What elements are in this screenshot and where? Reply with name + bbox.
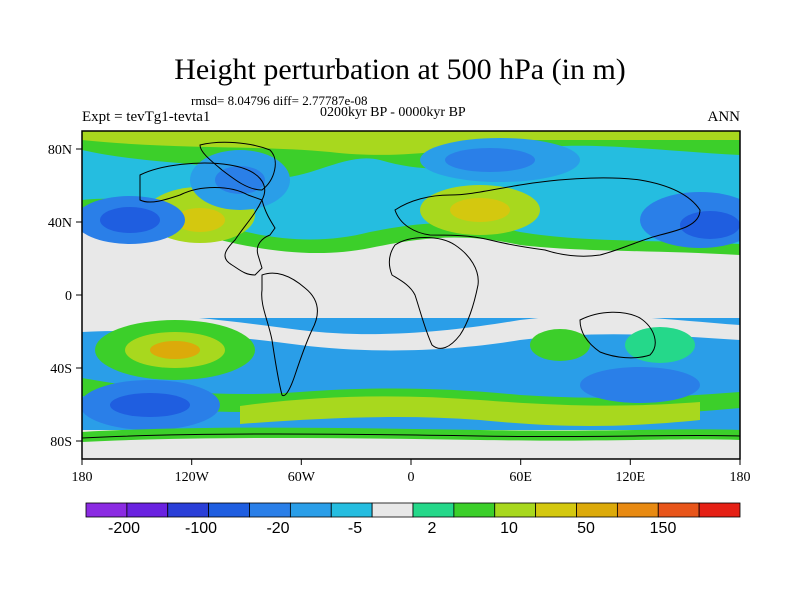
greenland — [199, 141, 276, 191]
colorbar-label: -5 — [348, 520, 362, 537]
contour-field — [82, 131, 740, 459]
colorbar-label: 2 — [428, 520, 437, 537]
sh-neutral-band — [82, 315, 740, 351]
experiment-label: Expt = tevTg1-tevta1 — [82, 109, 211, 125]
nh-yellow-band — [82, 131, 740, 155]
colorbar-swatch — [412, 502, 455, 518]
sh-yellow-ribbon — [240, 396, 700, 426]
lon-tick-label: 0 — [408, 470, 415, 485]
indian-ocean-low — [580, 367, 700, 403]
season-label: ANN — [707, 109, 741, 125]
colorbar-swatch — [535, 502, 577, 518]
lat-tick-label: 40N — [48, 216, 72, 231]
colorbar-swatch — [494, 502, 537, 518]
lon-axis — [81, 459, 741, 465]
colorbar-label: -200 — [108, 520, 140, 537]
colorbar-swatch — [208, 502, 250, 518]
lon-tick-label: 180 — [730, 470, 751, 485]
southern-ocean-low-core — [110, 393, 190, 417]
wpacific-trough-core — [680, 211, 740, 239]
greenland-low-core — [215, 166, 265, 194]
lon-tick-label: 120E — [616, 470, 646, 485]
lat-tick-label: 80S — [50, 435, 72, 450]
spacific-ridge-core — [150, 341, 200, 359]
lat-tick-label: 80N — [48, 143, 72, 158]
npacific-trough-core — [100, 207, 160, 233]
colorbar-swatch — [167, 502, 210, 518]
lat-tick-labels: 80N 40N 0 40S 80S — [48, 143, 72, 450]
colorbar-swatch — [330, 502, 373, 518]
lon-tick-label: 180 — [72, 470, 93, 485]
colorbar-swatch — [371, 502, 414, 518]
lon-tick-label: 60W — [288, 470, 316, 485]
nh-green-ribbon — [82, 198, 740, 255]
lat-tick-label: 40S — [50, 362, 72, 377]
north-america — [139, 162, 276, 276]
colorbar-swatch — [698, 502, 741, 518]
australia-green-patch — [530, 329, 590, 361]
lon-tick-labels: 180 120W 60W 0 60E 120E 180 — [72, 470, 751, 485]
pacific-teal-patch — [625, 327, 695, 363]
colorbar-swatch — [289, 502, 332, 518]
australia — [579, 311, 656, 359]
coastlines — [82, 141, 740, 439]
colorbar-swatch — [657, 502, 700, 518]
colorbar-label: 10 — [500, 520, 518, 537]
lat-axis — [76, 148, 82, 442]
colorbar — [85, 502, 741, 518]
eurasia-ridge-core — [450, 198, 510, 222]
lon-tick-label: 60E — [509, 470, 532, 485]
colorbar-label: 150 — [650, 520, 677, 537]
siberia-low-core — [445, 148, 535, 172]
lat-tick-label: 0 — [65, 289, 72, 304]
na-ridge-core — [175, 208, 225, 232]
eurasia — [394, 177, 701, 257]
colorbar-label: -100 — [185, 520, 217, 537]
colorbar-labels: -200 -100 -20 -5 2 10 50 150 — [108, 520, 676, 537]
colorbar-swatch — [85, 502, 128, 518]
colorbar-swatch — [453, 502, 496, 518]
antarctica — [82, 433, 740, 439]
colorbar-swatch — [576, 502, 618, 518]
colorbar-swatch — [616, 502, 659, 518]
colorbar-swatch — [126, 502, 169, 518]
period-text: 0200kyr BP - 0000kyr BP — [320, 105, 466, 120]
plot-title: Height perturbation at 500 hPa (in m) — [174, 53, 626, 86]
colorbar-label: 50 — [577, 520, 595, 537]
africa — [388, 237, 479, 349]
lon-tick-label: 120W — [175, 470, 210, 485]
stats-text: rmsd= 8.04796 diff= 2.77787e-08 — [191, 93, 368, 108]
colorbar-swatch — [249, 502, 291, 518]
colorbar-label: -20 — [266, 520, 289, 537]
south-america — [261, 272, 318, 397]
